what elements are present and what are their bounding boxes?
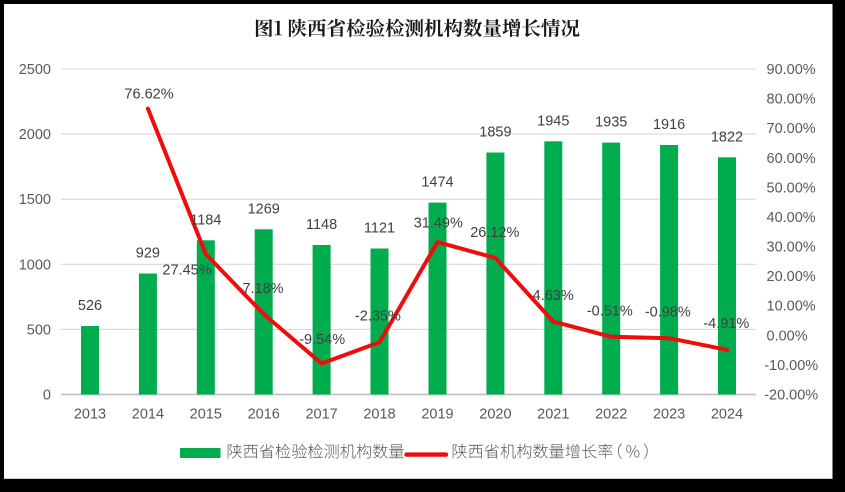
svg-text:1859: 1859: [479, 125, 511, 141]
svg-text:10.00%: 10.00%: [767, 299, 816, 315]
svg-text:2015: 2015: [190, 407, 222, 423]
svg-text:2019: 2019: [421, 407, 453, 423]
svg-text:1000: 1000: [19, 257, 51, 273]
svg-text:2000: 2000: [19, 127, 51, 143]
svg-text:-0.51%: -0.51%: [587, 304, 633, 320]
svg-text:50.00%: 50.00%: [767, 180, 816, 196]
svg-text:0.00%: 0.00%: [767, 328, 808, 344]
svg-text:929: 929: [136, 246, 160, 262]
svg-text:500: 500: [27, 322, 51, 338]
svg-text:2021: 2021: [537, 407, 569, 423]
svg-text:2023: 2023: [653, 407, 685, 423]
svg-text:30.00%: 30.00%: [767, 240, 816, 256]
svg-text:60.00%: 60.00%: [767, 151, 816, 167]
svg-text:27.45%: 27.45%: [162, 262, 211, 278]
svg-text:1500: 1500: [19, 192, 51, 208]
svg-text:76.62%: 76.62%: [124, 86, 173, 102]
svg-text:0: 0: [43, 388, 51, 404]
svg-text:20.00%: 20.00%: [767, 269, 816, 285]
svg-text:2020: 2020: [479, 407, 511, 423]
svg-text:-2.35%: -2.35%: [355, 309, 401, 325]
svg-text:2022: 2022: [595, 407, 627, 423]
svg-text:1945: 1945: [537, 113, 569, 129]
svg-text:7.18%: 7.18%: [242, 281, 283, 297]
svg-text:1822: 1822: [711, 129, 743, 145]
svg-text:526: 526: [78, 298, 102, 314]
svg-text:-20.00%: -20.00%: [764, 388, 818, 404]
svg-text:31.49%: 31.49%: [414, 215, 463, 231]
svg-text:2017: 2017: [305, 407, 337, 423]
svg-text:1148: 1148: [306, 217, 337, 233]
svg-text:1916: 1916: [653, 117, 685, 133]
svg-text:80.00%: 80.00%: [767, 92, 816, 108]
svg-text:-4.91%: -4.91%: [703, 316, 749, 332]
svg-text:1269: 1269: [248, 201, 280, 217]
svg-text:1474: 1474: [421, 175, 453, 191]
svg-text:2018: 2018: [363, 407, 395, 423]
svg-text:2024: 2024: [711, 407, 743, 423]
svg-text:-10.00%: -10.00%: [764, 358, 818, 374]
svg-text:2500: 2500: [19, 62, 51, 78]
svg-text:90.00%: 90.00%: [767, 62, 816, 78]
svg-text:2014: 2014: [132, 407, 164, 423]
svg-text:2013: 2013: [74, 407, 106, 423]
svg-text:4.63%: 4.63%: [533, 288, 574, 304]
svg-text:-9.54%: -9.54%: [299, 332, 345, 348]
svg-text:2016: 2016: [248, 407, 280, 423]
svg-text:1935: 1935: [595, 115, 627, 131]
svg-text:-0.98%: -0.98%: [645, 305, 691, 321]
svg-text:26.12%: 26.12%: [470, 225, 519, 241]
svg-text:40.00%: 40.00%: [767, 210, 816, 226]
svg-text:1184: 1184: [190, 212, 221, 228]
svg-text:70.00%: 70.00%: [767, 121, 816, 137]
svg-text:1121: 1121: [364, 221, 395, 237]
